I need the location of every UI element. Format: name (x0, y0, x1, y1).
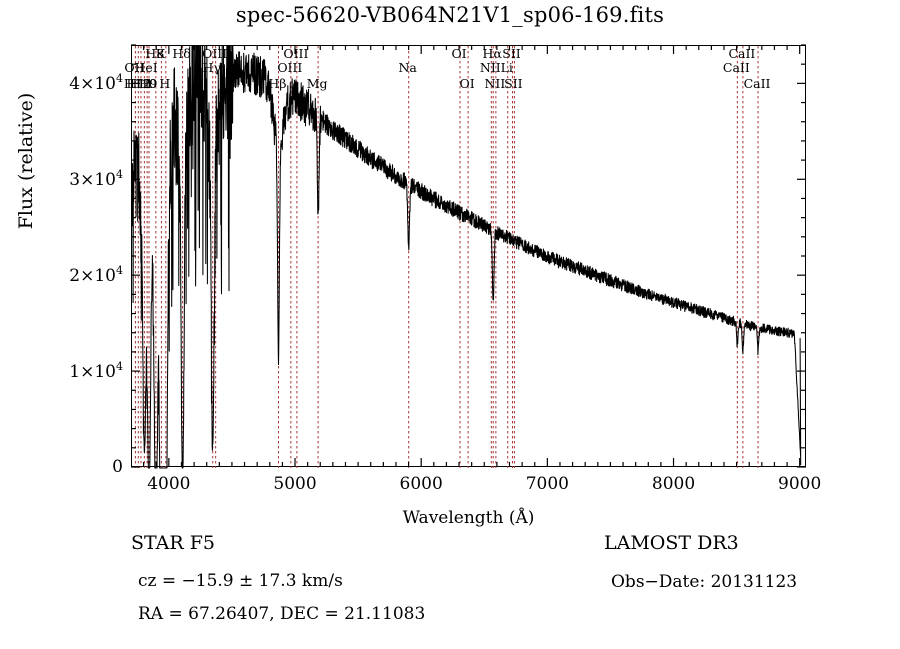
spectral-line-label-HeI: HeI (134, 60, 158, 75)
x-tick-label-3: 7000 (525, 474, 569, 494)
redshift-velocity-label: cz = −15.9 ± 17.3 km/s (138, 571, 343, 591)
spectral-line-label-H: Hδ (172, 46, 191, 61)
spectral-line-label-Mg: Mg (306, 76, 328, 91)
y-tick-label-2: 2×104 (69, 264, 123, 286)
spectrum-trace (131, 45, 802, 469)
spectral-line-label-Li: Li (500, 60, 513, 75)
x-axis-title: Wavelength (Å) (402, 508, 535, 528)
spectral-line-label-OII: OII (124, 60, 145, 75)
spectral-line-label-H8: H8 (145, 46, 165, 61)
spectral-line-label-CaII: CaII (728, 46, 756, 61)
spectral-line-label-OI: OI (451, 46, 467, 61)
object-class-label: STAR F5 (131, 532, 215, 554)
spectral-line-label-H12: H12 (123, 76, 151, 91)
spectral-line-label-Na: Na (398, 60, 417, 75)
spectral-line-label-K: K (155, 46, 166, 61)
spectral-line-label-CaII: CaII (722, 60, 750, 75)
spectral-line-label-H: Hα (482, 46, 502, 61)
spectrum-canvas (131, 45, 802, 469)
spectral-line-label-SII: SII (502, 46, 521, 61)
spectral-line-label-SII: SII (504, 76, 523, 91)
y-tick-label-0: 0 (112, 457, 123, 477)
plot-area (131, 45, 806, 469)
x-tick-label-4: 8000 (651, 474, 696, 494)
x-tick-label-1: 5000 (273, 474, 317, 494)
x-tick-label-0: 4000 (147, 474, 191, 494)
y-tick-label-4: 4×104 (69, 72, 123, 95)
spectral-line-label-OIII: OIII (277, 60, 303, 75)
y-axis-title: Flux (relative) (15, 92, 37, 230)
spectral-line-label-H10: H10 (129, 76, 157, 91)
spectral-line-label-CaII: CaII (743, 76, 771, 91)
spectral-line-label-H: Hβ (268, 76, 287, 91)
page-title: spec-56620-VB064N21V1_sp06-169.fits (235, 3, 665, 27)
obs-date-label: Obs−Date: 20131123 (611, 572, 798, 592)
spectral-line-label-OI: OI (459, 76, 475, 91)
y-tick-label-1: 1×104 (69, 360, 123, 382)
x-tick-label-5: 9000 (778, 474, 822, 494)
spectral-line-label-NII: NII (484, 76, 506, 91)
spectral-line-label-H11: H11 (126, 76, 154, 91)
x-tick-label-2: 6000 (399, 474, 443, 494)
spectral-line-label-H: Hγ (202, 60, 221, 75)
survey-label: LAMOST DR3 (604, 532, 739, 554)
y-tick-label-3: 3×104 (69, 168, 123, 191)
spectral-line-label-H9: H9 (138, 76, 158, 91)
spectral-line-label-OIII: OIII (202, 46, 228, 61)
spectral-line-label-H: H (159, 76, 171, 91)
spectral-line-label-OIII: OIII (283, 46, 309, 61)
coordinates-label: RA = 67.26407, DEC = 21.11083 (138, 604, 426, 624)
spectral-line-label-NII: NII (479, 60, 501, 75)
